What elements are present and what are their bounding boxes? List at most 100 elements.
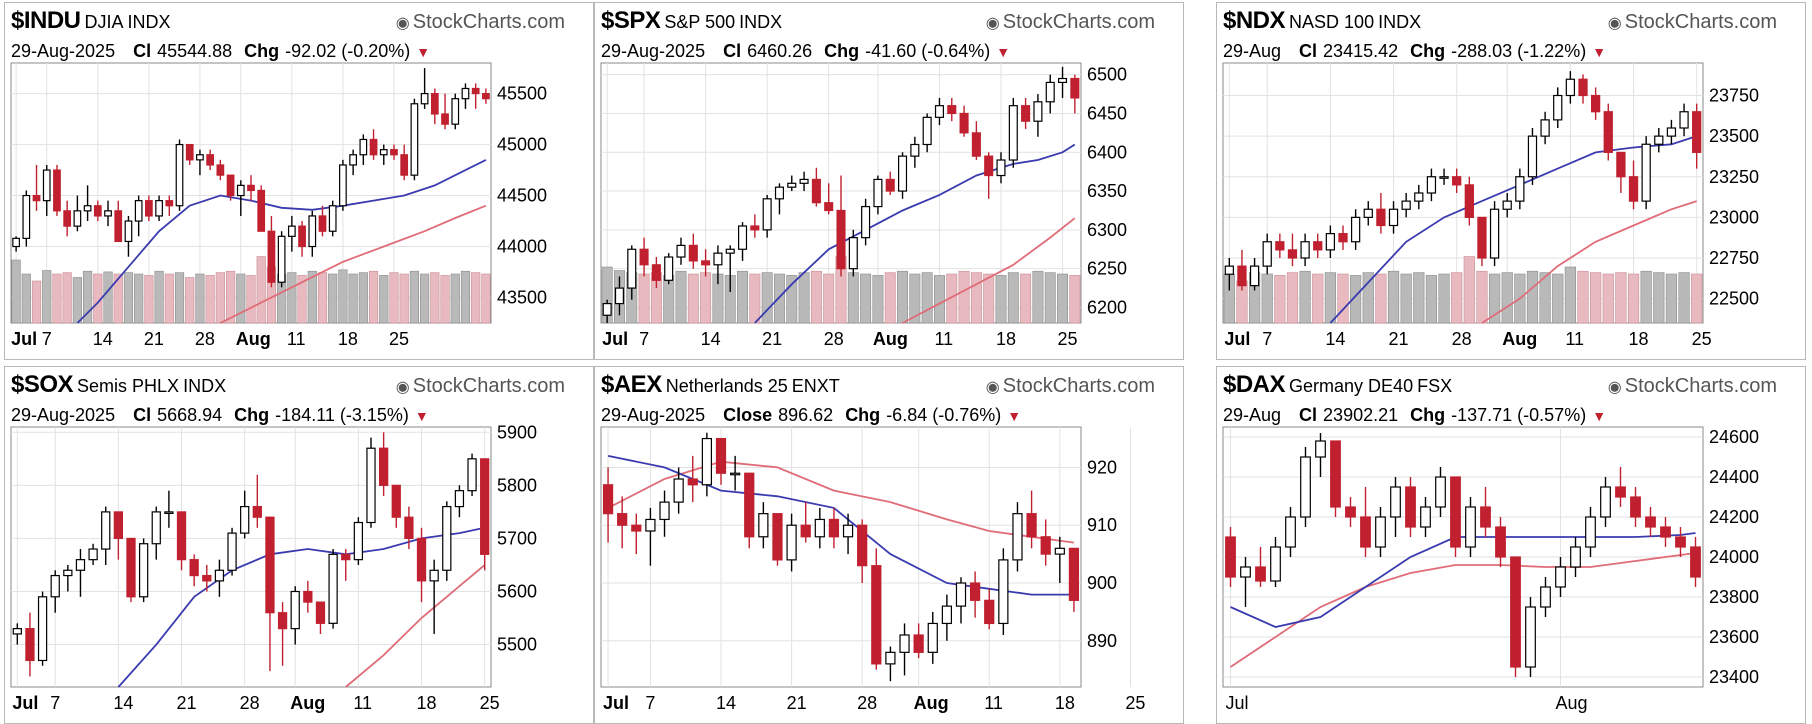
candle-body <box>1300 241 1310 259</box>
candle-body <box>772 513 783 561</box>
volume-bar <box>420 273 430 324</box>
candle <box>290 586 300 645</box>
candle-body <box>138 543 149 598</box>
candle-body <box>290 590 300 630</box>
y-tick-label: 45000 <box>497 135 547 155</box>
candle <box>114 200 123 243</box>
candle <box>1616 151 1626 193</box>
candle-body <box>715 437 727 474</box>
candle <box>1666 119 1677 145</box>
candle <box>378 432 389 496</box>
candle <box>247 175 255 201</box>
y-tick-label: 43500 <box>497 288 547 308</box>
candle <box>1553 87 1563 128</box>
candle-body <box>1570 546 1581 568</box>
candle-body <box>1600 486 1611 518</box>
candle-body <box>1540 119 1550 137</box>
exchange-code: FSX <box>1417 376 1453 396</box>
volume-bar <box>1286 272 1299 324</box>
candle-body <box>828 518 840 538</box>
candle <box>164 490 174 528</box>
chart-header: $NDX NASD 100 INDX <box>1223 7 1422 34</box>
volume-bar <box>1032 270 1044 324</box>
candle-body <box>1376 208 1386 227</box>
candle-body <box>25 628 35 662</box>
candle <box>1313 233 1323 258</box>
candle <box>971 121 981 161</box>
candle <box>1585 507 1596 557</box>
candle-body <box>88 548 98 561</box>
x-tick-label: Aug <box>914 693 949 713</box>
candle-body <box>1585 516 1596 548</box>
exchange-code: INDX <box>739 12 783 32</box>
candle <box>165 195 174 216</box>
exchange-code: INDX <box>1378 12 1422 32</box>
candle-body <box>50 574 60 598</box>
volume-bar <box>933 275 945 324</box>
candle <box>744 472 755 549</box>
index-name: DJIA <box>84 12 124 32</box>
candle <box>390 144 398 160</box>
volume-bar <box>1057 273 1069 324</box>
candle <box>37 591 48 666</box>
candle <box>828 507 840 549</box>
y-tick-label: 5600 <box>497 581 537 601</box>
y-tick-label: 23400 <box>1709 667 1759 687</box>
candle-body <box>955 582 967 607</box>
candle-body <box>410 103 419 176</box>
candle <box>1360 487 1371 557</box>
candle <box>1287 233 1298 267</box>
candle <box>1405 477 1416 537</box>
volume-bar <box>307 270 317 324</box>
candle-body <box>871 565 882 665</box>
candle-body <box>1555 566 1566 588</box>
candle <box>602 467 614 543</box>
x-tick-label: Aug <box>1556 693 1588 713</box>
volume-bar <box>134 273 144 324</box>
change-label: Chg <box>1410 405 1446 425</box>
x-tick-label: 7 <box>645 693 655 713</box>
candle <box>155 195 163 222</box>
candle <box>265 516 275 672</box>
candle <box>429 559 439 634</box>
volume-bar <box>42 270 52 324</box>
candle <box>1464 176 1474 226</box>
candle-body <box>1255 566 1266 582</box>
close-label: Cl <box>1299 41 1318 61</box>
change-label: Chg <box>234 405 270 425</box>
volume-bar <box>154 270 164 324</box>
candle <box>1390 477 1401 537</box>
volume-bar <box>123 272 134 324</box>
candle-body <box>400 154 409 176</box>
change-value: -137.71 (-0.57%) <box>1451 405 1587 425</box>
candle <box>857 519 868 583</box>
candle <box>196 149 204 176</box>
volume-bar <box>675 270 687 324</box>
candle-body <box>947 105 957 115</box>
candle-body <box>787 182 797 188</box>
candle <box>88 543 98 565</box>
moving-average-50 <box>219 204 487 324</box>
candle-body <box>799 178 809 184</box>
change-label: Chg <box>824 41 860 61</box>
candle <box>1068 547 1080 612</box>
close-value: 5668.94 <box>157 405 223 425</box>
candle <box>25 612 35 677</box>
candle <box>941 594 953 641</box>
volume-bar <box>798 272 810 324</box>
volume-bar <box>460 270 471 324</box>
x-tick-label: 11 <box>1565 329 1584 349</box>
candle-body <box>1068 547 1080 601</box>
candle-body <box>1240 566 1251 578</box>
chart-panel-2: 6200 6250 6300 6350 6400 6450 6500 Jul 7 14 21 28 Au… <box>594 2 1184 360</box>
candle-body <box>101 511 111 550</box>
quote-date: 29-Aug-2025 <box>601 41 706 61</box>
x-tick-label: Jul <box>12 693 38 713</box>
candle <box>631 513 642 555</box>
y-tick-label: 6500 <box>1087 65 1127 85</box>
candle <box>1414 184 1424 210</box>
brand-icon: ◉ <box>985 15 1000 32</box>
volume-bar <box>409 270 419 324</box>
volume-bar <box>287 272 297 324</box>
y-tick-label: 900 <box>1087 573 1117 593</box>
